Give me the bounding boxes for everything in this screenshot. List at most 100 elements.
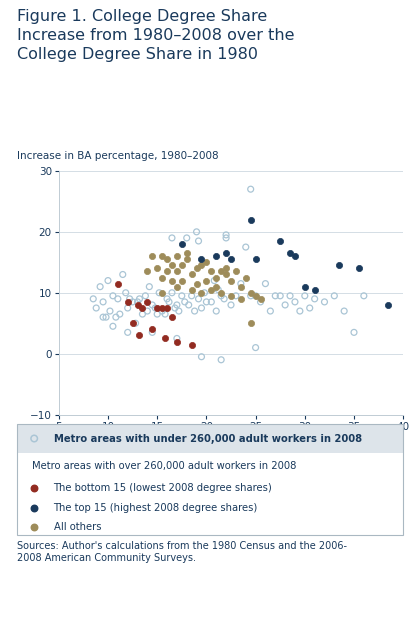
Point <box>164 303 171 313</box>
Point <box>149 300 156 310</box>
Point <box>203 297 210 307</box>
Point <box>237 282 244 292</box>
Point <box>228 300 234 310</box>
Text: Metro areas with over 260,000 adult workers in 2008: Metro areas with over 260,000 adult work… <box>32 461 297 471</box>
Point <box>178 275 185 285</box>
Point <box>115 279 121 289</box>
Point <box>126 294 133 304</box>
Point <box>213 251 220 261</box>
Point <box>356 263 362 273</box>
Point <box>188 291 195 301</box>
Point <box>223 263 229 273</box>
Point <box>277 236 284 246</box>
Point <box>262 279 269 289</box>
Point <box>195 294 202 304</box>
Point <box>208 297 215 307</box>
Point <box>139 303 146 313</box>
Point <box>168 233 175 243</box>
Point <box>144 297 151 307</box>
Text: The top 15 (highest 2008 degree shares): The top 15 (highest 2008 degree shares) <box>53 503 258 513</box>
Point <box>178 291 185 301</box>
Point <box>247 291 254 301</box>
Text: The bottom 15 (lowest 2008 degree shares): The bottom 15 (lowest 2008 degree shares… <box>53 484 272 493</box>
Point <box>201 288 208 298</box>
Point <box>247 318 254 329</box>
Point <box>208 266 215 277</box>
Point <box>223 248 229 258</box>
Point <box>162 309 168 319</box>
Point <box>162 334 168 344</box>
Point <box>221 294 228 304</box>
Point <box>233 266 239 277</box>
Point <box>302 282 308 292</box>
Point <box>152 303 159 313</box>
Point <box>228 291 234 301</box>
Point <box>119 270 126 280</box>
Point <box>203 275 210 285</box>
Point <box>336 260 343 270</box>
Point <box>287 248 294 258</box>
Point <box>291 297 298 307</box>
Point <box>302 291 308 301</box>
Point <box>198 260 205 270</box>
Point <box>156 288 163 298</box>
Point <box>105 275 111 285</box>
Point <box>184 254 190 265</box>
Point <box>291 251 298 261</box>
Point <box>168 260 175 270</box>
Point <box>218 291 225 301</box>
Point <box>208 285 215 295</box>
Point <box>146 282 153 292</box>
Point <box>252 291 259 301</box>
Point <box>351 327 357 337</box>
Text: Figure 1. College Degree Share: Figure 1. College Degree Share <box>17 9 267 25</box>
Point <box>193 227 200 237</box>
Point <box>154 309 160 319</box>
Point <box>168 288 175 298</box>
Point <box>149 327 156 337</box>
Text: All others: All others <box>53 522 101 532</box>
Point <box>188 339 195 349</box>
Point <box>252 291 259 301</box>
Point <box>247 288 254 298</box>
Point <box>242 272 249 282</box>
Point <box>132 318 139 329</box>
Point <box>144 266 151 277</box>
Point <box>247 184 254 194</box>
Point <box>173 251 180 261</box>
Point <box>171 303 178 313</box>
Point <box>178 239 185 249</box>
Point <box>223 270 229 280</box>
Point <box>213 306 220 316</box>
Point <box>97 282 103 292</box>
Point <box>297 306 303 316</box>
Point <box>164 266 171 277</box>
Point <box>385 300 392 310</box>
Point <box>134 297 141 307</box>
Point <box>267 306 274 316</box>
Point <box>272 291 278 301</box>
Point <box>218 354 225 365</box>
Point <box>115 294 121 304</box>
Point <box>134 300 141 310</box>
Point <box>188 285 195 295</box>
Point <box>178 260 185 270</box>
Point <box>321 297 328 307</box>
Point <box>211 275 218 285</box>
Point <box>110 291 116 301</box>
Point <box>223 230 229 240</box>
Point <box>142 291 149 301</box>
Point <box>195 236 202 246</box>
Point <box>287 291 294 301</box>
Point <box>168 275 175 285</box>
Point <box>198 303 205 313</box>
Point <box>223 233 229 243</box>
Point <box>154 303 160 313</box>
Point <box>360 291 367 301</box>
Point <box>277 291 284 301</box>
Text: Increase from 1980–2008 over the: Increase from 1980–2008 over the <box>17 28 294 44</box>
Point <box>93 303 100 313</box>
Point <box>176 306 182 316</box>
Point <box>124 303 131 313</box>
Point <box>257 297 264 307</box>
